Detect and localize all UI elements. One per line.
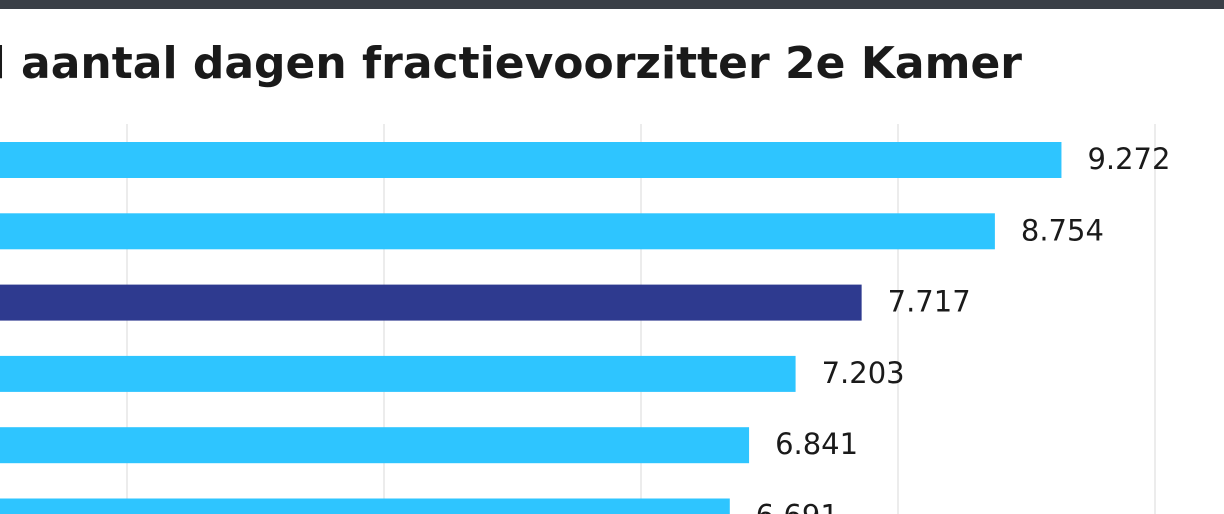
bar: [0, 142, 1062, 178]
top-bar: [0, 0, 1224, 9]
value-label: 9.272: [1087, 142, 1170, 176]
value-label: 6.691: [756, 499, 839, 514]
bar: [0, 355, 796, 392]
value-label: 8.754: [1021, 213, 1104, 247]
value-label: 7.203: [822, 356, 905, 390]
bar: [0, 213, 995, 250]
value-label: 6.841: [775, 427, 858, 461]
bar: [0, 498, 730, 514]
bar: [0, 284, 862, 321]
chart-title: al aantal dagen fractievoorzitter 2e Kam…: [0, 38, 1022, 89]
value-label: 7.717: [888, 285, 971, 319]
bar: [0, 427, 750, 464]
